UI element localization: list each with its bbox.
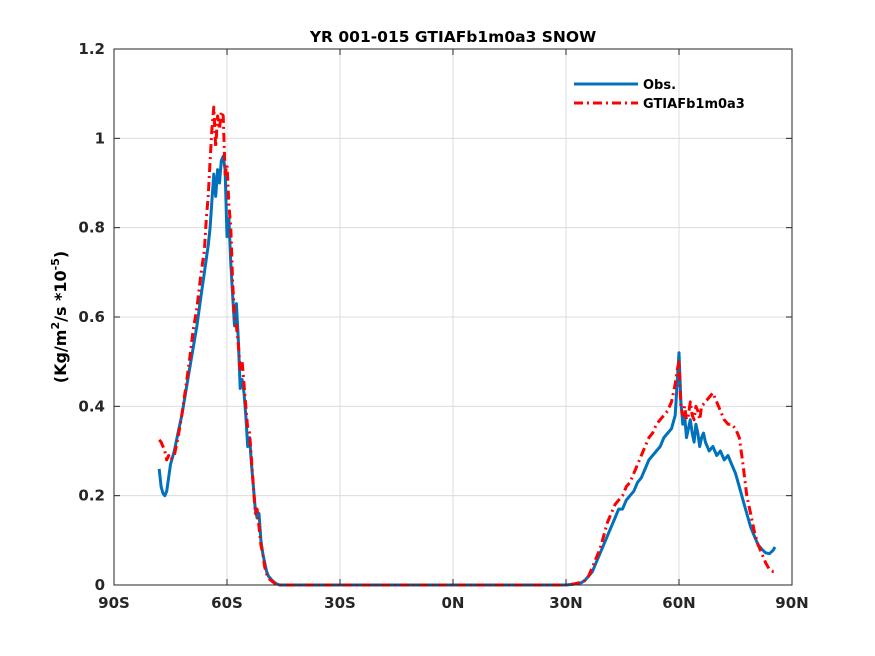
y-tick-label: 1.2 [78, 40, 105, 58]
x-tick-label: 60N [662, 594, 695, 612]
y-tick-label: 1 [95, 129, 105, 147]
legend-label-obs: Obs. [643, 78, 676, 93]
axis-ticks: 90S 60S 30S 0N 30N 60N 90N 0 0.2 0.4 0.6 0.8 1 1.2 [78, 40, 808, 612]
y-tick-label: 0 [95, 576, 105, 594]
chart-title: YR 001-015 GTIAFb1m0a3 SNOW [309, 28, 596, 46]
legend: Obs. GTIAFb1m0a3 [574, 78, 745, 112]
x-tick-label: 30S [324, 594, 356, 612]
x-tick-label: 0N [442, 594, 465, 612]
x-tick-label: 90N [775, 594, 808, 612]
y-tick-label: 0.2 [78, 487, 105, 505]
y-tick-label: 0.6 [78, 308, 105, 326]
x-tick-label: 30N [549, 594, 582, 612]
legend-label-model: GTIAFb1m0a3 [643, 97, 745, 112]
x-tick-label: 60S [211, 594, 243, 612]
series-line-obs [157, 154, 777, 587]
x-tick-label: 90S [98, 594, 130, 612]
y-tick-label: 0.4 [78, 397, 105, 415]
grid-lines [114, 49, 792, 585]
y-axis-label: (Kg/m2/s *10-5) [49, 251, 70, 383]
y-tick-label: 0.8 [78, 219, 105, 237]
